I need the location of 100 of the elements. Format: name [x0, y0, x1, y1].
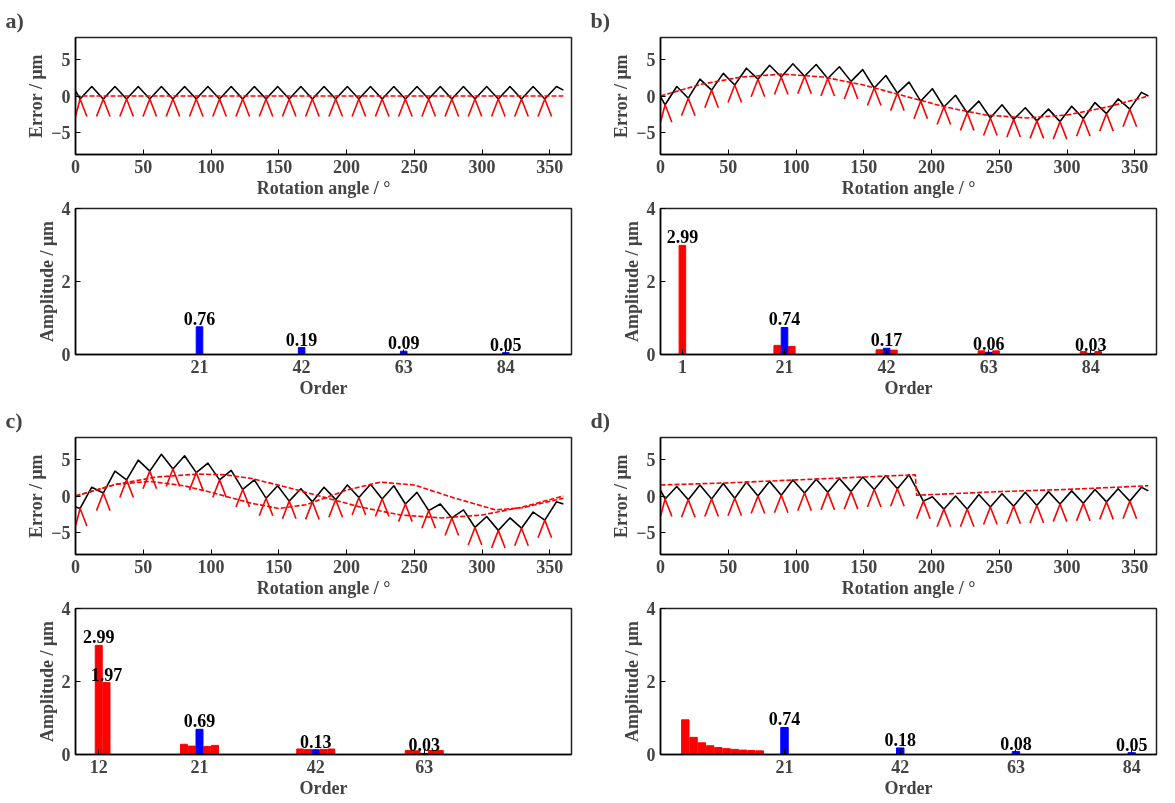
x-tick-label: 250	[985, 156, 1013, 177]
x-tick-label: 1	[677, 356, 687, 377]
x-tick-label: 21	[190, 356, 209, 377]
x-tick-label: 42	[891, 756, 910, 777]
x-tick-label: 42	[306, 756, 325, 777]
x-tick-label: 200	[918, 156, 946, 177]
x-tick-label: 200	[918, 556, 946, 577]
x-axis-title: Rotation angle / °	[256, 177, 391, 198]
x-tick-label: 100	[782, 156, 810, 177]
y-tick-label: 5	[61, 49, 71, 70]
x-tick-label: 50	[134, 556, 153, 577]
y-tick-label: 5	[646, 49, 656, 70]
x-tick-label: 50	[134, 156, 153, 177]
x-tick-label: 150	[265, 156, 293, 177]
x-tick-label: 84	[1122, 756, 1141, 777]
x-tick-label: 250	[400, 556, 428, 577]
x-tick-label: 200	[333, 556, 361, 577]
x-tick-label: 63	[979, 356, 998, 377]
x-tick-label: 21	[775, 756, 794, 777]
x-tick-label: 42	[292, 356, 311, 377]
x-tick-label: 350	[536, 156, 564, 177]
data-label: 0.05	[490, 334, 522, 355]
data-label: 0.74	[768, 709, 801, 730]
y-tick-label: 5	[646, 449, 656, 470]
data-label: 0.19	[285, 329, 318, 350]
y-axis-title: Error / μm	[26, 54, 47, 138]
x-axis-title: Rotation angle / °	[841, 577, 976, 598]
x-tick-label: 300	[1053, 156, 1081, 177]
x-tick-label: 150	[850, 156, 878, 177]
x-tick-label: 21	[775, 356, 794, 377]
x-tick-label: 42	[877, 356, 896, 377]
y-tick-label: −5	[51, 123, 71, 144]
x-tick-label: 200	[333, 156, 361, 177]
text: d)	[590, 407, 611, 433]
y-axis-title: Amplitude / μm	[621, 620, 642, 743]
x-tick-label: 350	[536, 556, 564, 577]
y-tick-label: 0	[61, 86, 71, 107]
data-label: 0.06	[972, 334, 1005, 355]
data-label: 0.13	[300, 731, 332, 752]
x-tick-label: 300	[468, 156, 496, 177]
y-tick-label: 2	[646, 672, 656, 692]
x-tick-label: 150	[850, 556, 878, 577]
x-axis-title: Order	[299, 777, 348, 798]
x-tick-label: 63	[394, 356, 413, 377]
y-axis-title: Amplitude / μm	[621, 220, 642, 343]
x-tick-label: 300	[468, 556, 496, 577]
y-tick-label: 4	[646, 599, 656, 619]
data-label: 2.99	[83, 627, 115, 648]
data-label: 0.08	[1000, 733, 1032, 754]
x-axis-title: Order	[884, 377, 933, 398]
data-label: 0.17	[870, 330, 903, 351]
x-tick-label: 50	[719, 556, 738, 577]
y-tick-label: 0	[646, 486, 656, 507]
y-tick-label: 4	[61, 599, 71, 619]
data-label: 0.09	[387, 333, 420, 354]
x-tick-label: 350	[1121, 156, 1149, 177]
x-tick-label: 50	[719, 156, 738, 177]
x-axis-title: Rotation angle / °	[841, 177, 976, 198]
x-tick-label: 350	[1121, 556, 1149, 577]
y-tick-label: 4	[61, 199, 71, 219]
y-axis-title: Amplitude / μm	[36, 220, 57, 343]
x-tick-label: 84	[1081, 356, 1100, 377]
x-tick-label: 150	[265, 556, 293, 577]
y-tick-label: 4	[646, 199, 656, 219]
y-tick-label: 0	[646, 86, 656, 107]
y-axis-title: Amplitude / μm	[36, 620, 57, 743]
x-axis-title: Order	[884, 777, 933, 798]
data-label: 0.18	[884, 729, 916, 750]
y-tick-label: 2	[646, 272, 656, 292]
text: b)	[590, 7, 611, 33]
x-tick-label: 84	[496, 356, 515, 377]
data-label: 0.74	[768, 309, 801, 330]
text: a)	[5, 7, 24, 33]
x-axis-title: Rotation angle / °	[256, 577, 391, 598]
y-tick-label: −5	[636, 523, 656, 544]
data-label: 0.03	[1075, 335, 1107, 356]
x-tick-label: 250	[985, 556, 1013, 577]
x-axis-title: Order	[299, 377, 348, 398]
x-tick-label: 63	[1006, 756, 1025, 777]
text: c)	[5, 407, 23, 433]
data-label: 0.05	[1115, 734, 1148, 755]
x-tick-label: 63	[415, 756, 434, 777]
y-tick-label: 2	[61, 272, 71, 292]
y-tick-label: −5	[51, 523, 71, 544]
x-tick-label: 21	[190, 756, 209, 777]
x-tick-label: 100	[782, 556, 810, 577]
y-tick-label: 2	[61, 672, 71, 692]
y-tick-label: 5	[61, 449, 71, 470]
x-tick-label: 250	[400, 156, 428, 177]
data-label: 0.69	[183, 711, 216, 732]
y-tick-label: −5	[636, 123, 656, 144]
y-tick-label: 0	[61, 486, 71, 507]
y-axis-title: Error / μm	[26, 454, 47, 538]
y-axis-title: Error / μm	[611, 54, 632, 138]
data-label: 0.76	[183, 308, 216, 329]
y-axis-title: Error / μm	[611, 454, 632, 538]
data-label: 2.99	[666, 227, 699, 248]
x-tick-label: 300	[1053, 556, 1081, 577]
x-tick-label: 100	[197, 556, 225, 577]
x-tick-label: 100	[197, 156, 225, 177]
